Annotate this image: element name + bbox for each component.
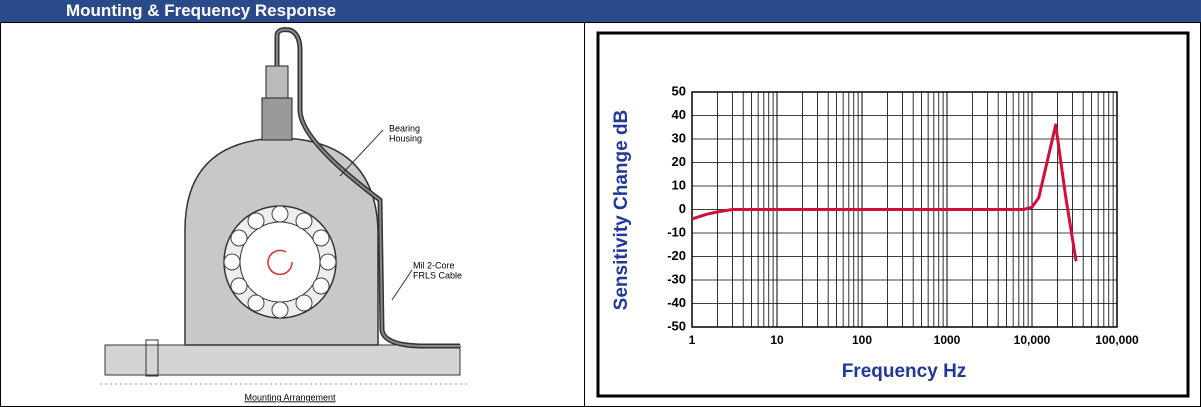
y-tick-label: 40: [672, 107, 686, 122]
page: {"header": {"title": "Mounting & Frequen…: [0, 0, 1201, 407]
content: Bearing Housing Mil 2-Core FRLS Cable Mo…: [0, 0, 1201, 407]
y-tick-label: -30: [667, 271, 686, 286]
x-tick-label: 10: [770, 333, 784, 347]
x-tick-label: 100,000: [1095, 333, 1139, 347]
diagram-label: Bearing: [389, 123, 420, 133]
y-tick-label: 0: [679, 201, 686, 216]
y-tick-label: 50: [672, 83, 686, 98]
y-tick-label: 10: [672, 177, 686, 192]
x-tick-label: 10,000: [1014, 333, 1051, 347]
y-tick-label: -40: [667, 295, 686, 310]
x-tick-label: 1000: [934, 333, 961, 347]
diagram-label: Mil 2-Core: [413, 260, 455, 270]
y-tick-label: -20: [667, 248, 686, 263]
y-tick-label: -10: [667, 224, 686, 239]
x-tick-label: 100: [852, 333, 872, 347]
diagram-caption: Mounting Arrangement: [244, 392, 336, 402]
y-tick-label: 30: [672, 130, 686, 145]
y-tick-label: -50: [667, 318, 686, 333]
diagram-label: Housing: [389, 133, 422, 143]
y-axis-label: Sensitivity Change dB: [611, 110, 632, 311]
x-tick-label: 1: [689, 333, 696, 347]
y-tick-label: 20: [672, 154, 686, 169]
diagram-label: FRLS Cable: [413, 270, 462, 280]
x-axis-label: Frequency Hz: [842, 361, 967, 382]
mounting-diagram: [100, 30, 470, 384]
